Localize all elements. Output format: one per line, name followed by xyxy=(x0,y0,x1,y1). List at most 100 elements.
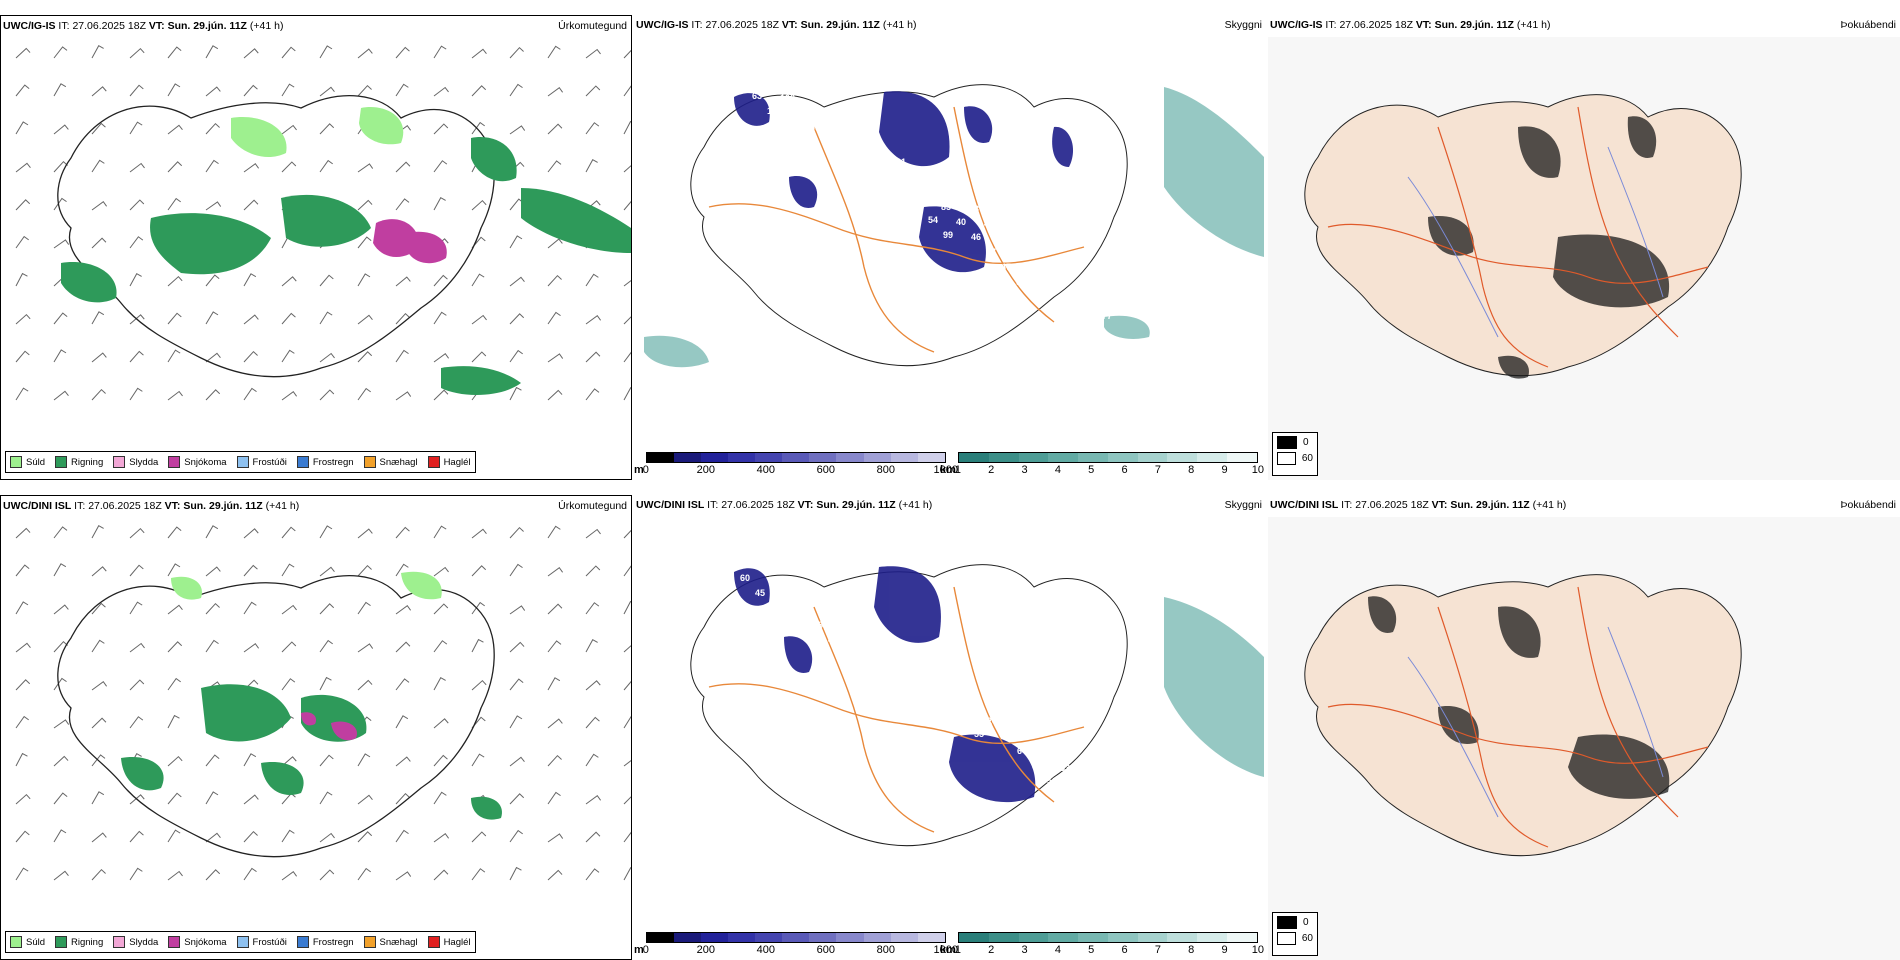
fog-legend-label: 60 xyxy=(1301,933,1313,944)
panel-title: Þokuábendi xyxy=(1840,499,1896,511)
colorbar-tick: 600 xyxy=(816,464,835,476)
fog-legend: 0 60 xyxy=(1272,432,1318,476)
wind-barb xyxy=(585,565,601,577)
wind-barb xyxy=(433,353,450,363)
wind-barb xyxy=(243,643,260,653)
wind-barb xyxy=(509,386,522,401)
colorbar-cell xyxy=(646,453,674,462)
wind-barb xyxy=(585,831,601,843)
wind-barb xyxy=(167,161,183,173)
wind-barb xyxy=(15,272,28,287)
wind-barb xyxy=(509,829,523,843)
wind-barb xyxy=(167,604,183,615)
wind-barb xyxy=(547,45,561,59)
colorbar-cell xyxy=(728,933,756,942)
visibility-value: 48 xyxy=(913,200,923,210)
wind-barb xyxy=(357,794,373,805)
wind-barb xyxy=(243,753,257,767)
wind-barb xyxy=(281,678,296,691)
wind-barb xyxy=(547,87,564,97)
visibility-value: 76 xyxy=(825,138,835,148)
wind-barb xyxy=(471,753,485,767)
colorbar-tick: 4 xyxy=(1054,464,1061,476)
colorbar-tick: 400 xyxy=(756,944,775,956)
wind-barb xyxy=(53,390,69,401)
wind-barb xyxy=(357,48,373,59)
legend-label: Haglél xyxy=(443,456,471,468)
wind-barb xyxy=(281,83,295,97)
visibility-value: 101 xyxy=(901,682,916,692)
wind-barb xyxy=(129,314,145,325)
visibility-map: 5868589995634845544761130484847566376894… xyxy=(644,84,1264,368)
wind-barb xyxy=(471,679,487,691)
init-time: 27.06.2025 18Z xyxy=(72,20,146,32)
wind-barb xyxy=(319,676,332,691)
legend-label: Slydda xyxy=(129,936,159,948)
wind-barb xyxy=(585,753,599,767)
colorbar-cell xyxy=(646,933,674,942)
wind-barb xyxy=(547,160,562,173)
wind-barb xyxy=(281,871,298,881)
wind-barb xyxy=(167,563,181,577)
wind-barb xyxy=(471,351,487,363)
colorbar-cell xyxy=(1048,453,1079,462)
wind-barb xyxy=(547,567,564,577)
wind-barb xyxy=(205,869,221,881)
wind-barb xyxy=(319,869,335,881)
visibility-value: 46 xyxy=(971,232,981,242)
visibility-value: 89 xyxy=(898,185,908,195)
panel-header: UWC/IG-IS IT: 27.06.2025 18Z VT: Sun. 29… xyxy=(1270,19,1551,31)
legend-item: Snjókoma xyxy=(168,456,227,468)
colorbar-tick: 200 xyxy=(696,464,715,476)
wind-barb xyxy=(53,604,69,615)
legend-swatch xyxy=(427,936,440,948)
wind-barb xyxy=(15,715,29,729)
wind-barb xyxy=(91,237,107,249)
visibility-value: 47 xyxy=(986,247,996,257)
visibility-value: 48 xyxy=(828,635,838,645)
wind-barb xyxy=(205,791,219,805)
visibility-value: 48 xyxy=(984,219,994,229)
wind-barb xyxy=(471,314,487,325)
wind-barb xyxy=(433,525,447,539)
wind-barb xyxy=(205,754,220,767)
wind-barb xyxy=(357,601,371,615)
legend-item: Slydda xyxy=(113,936,158,948)
wind-barb xyxy=(433,640,448,653)
wind-barb xyxy=(15,793,31,805)
colorbar-cell xyxy=(1227,453,1257,462)
colorbar-cell xyxy=(863,933,891,942)
wind-barb xyxy=(15,350,30,363)
legend-item: Haglél xyxy=(427,456,471,468)
wind-barb xyxy=(623,796,631,805)
colorbar-tick: 200 xyxy=(696,944,715,956)
wind-barb xyxy=(129,236,144,249)
wind-barb xyxy=(91,754,106,767)
wind-barb xyxy=(433,160,448,173)
wind-barb xyxy=(585,48,601,59)
wind-barb xyxy=(471,48,487,59)
wind-barb xyxy=(15,47,31,59)
wind-barb xyxy=(53,526,68,539)
wind-barb xyxy=(395,198,410,211)
wind-barb xyxy=(281,391,298,401)
wind-barb xyxy=(319,832,335,843)
wind-barb xyxy=(547,603,563,615)
fog-legend-swatch xyxy=(1277,916,1297,929)
fog-legend-item: 60 xyxy=(1277,932,1313,945)
wind-barb xyxy=(433,791,447,805)
legend-label: Rigning xyxy=(71,936,104,948)
colorbar-tick: 6 xyxy=(1121,944,1128,956)
visibility-value: 61 xyxy=(896,157,906,167)
legend-item: Frostúði xyxy=(236,456,287,468)
wind-barb xyxy=(395,678,410,691)
wind-barb xyxy=(623,387,631,401)
wind-barb xyxy=(585,122,600,135)
wind-barb xyxy=(167,829,181,843)
wind-barb xyxy=(623,351,631,363)
legend-swatch xyxy=(55,936,68,948)
colorbar-tick: 5 xyxy=(1088,944,1095,956)
visibility-value: 56 xyxy=(1057,266,1067,276)
wind-barb xyxy=(471,868,486,881)
wind-barb xyxy=(585,639,598,653)
